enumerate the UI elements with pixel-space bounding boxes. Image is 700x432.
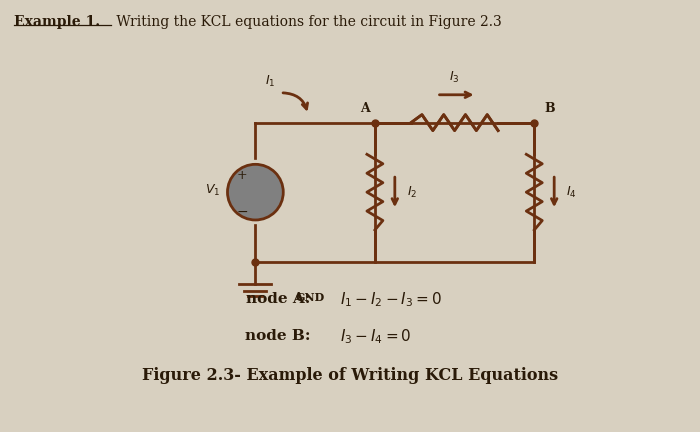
Text: $I_1 - I_2 - I_3 = 0$: $I_1 - I_2 - I_3 = 0$ xyxy=(340,290,442,309)
Text: GND: GND xyxy=(295,292,325,302)
Text: $I_3 - I_4 = 0$: $I_3 - I_4 = 0$ xyxy=(340,327,412,346)
Text: Figure 2.3- Example of Writing KCL Equations: Figure 2.3- Example of Writing KCL Equat… xyxy=(142,368,558,384)
Text: $I_1$: $I_1$ xyxy=(265,74,276,89)
Circle shape xyxy=(228,164,284,220)
Text: B: B xyxy=(544,102,555,114)
Text: $I_3$: $I_3$ xyxy=(449,70,460,85)
Text: node A:: node A: xyxy=(246,292,310,306)
Text: $I_2$: $I_2$ xyxy=(407,184,417,200)
Text: $V_1$: $V_1$ xyxy=(205,183,220,198)
Text: node B:: node B: xyxy=(245,329,310,343)
Text: −: − xyxy=(237,205,248,219)
Text: A: A xyxy=(360,102,370,114)
Text: +: + xyxy=(237,169,248,182)
Text: Writing the KCL equations for the circuit in Figure 2.3: Writing the KCL equations for the circui… xyxy=(112,15,502,29)
Text: Example 1.: Example 1. xyxy=(14,15,101,29)
Text: $I_4$: $I_4$ xyxy=(566,184,577,200)
